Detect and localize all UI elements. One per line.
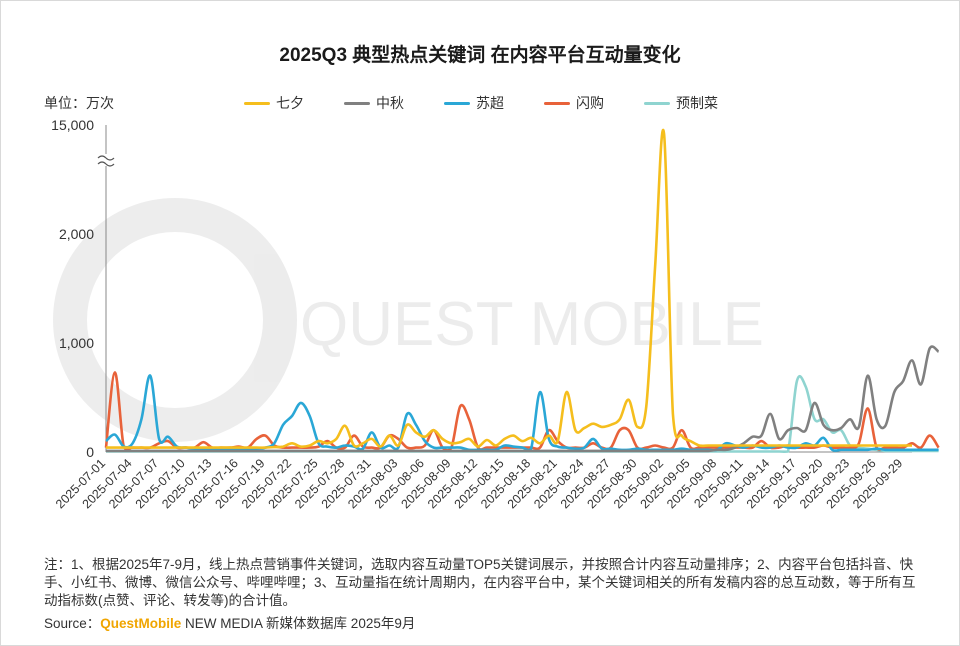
chart-title: 2025Q3 典型热点关键词 在内容平台互动量变化 <box>279 45 681 66</box>
source-rest: NEW MEDIA 新媒体数据库 2025年9月 <box>181 616 416 631</box>
legend-label: 苏超 <box>476 95 504 111</box>
legend-item: 苏超 <box>444 93 544 113</box>
legend-label: 七夕 <box>276 95 304 111</box>
y-tick-label: 2,000 <box>59 226 94 242</box>
legend-label: 预制菜 <box>676 95 718 111</box>
chart-legend: 七夕 中秋 苏超 闪购 预制菜 <box>244 93 744 113</box>
legend-swatch <box>344 101 370 105</box>
legend-item: 中秋 <box>344 93 444 113</box>
legend-label: 闪购 <box>576 95 604 111</box>
legend-swatch <box>444 101 470 105</box>
legend-swatch <box>644 101 670 105</box>
y-tick-label: 1,000 <box>59 335 94 351</box>
watermark-text: QUEST MOBILE <box>300 290 764 359</box>
axis-break-mask <box>98 154 114 166</box>
axis-break-mark <box>97 155 115 167</box>
series-line-七夕 <box>105 128 913 449</box>
chart-source: Source：QuestMobile NEW MEDIA 新媒体数据库 2025… <box>44 612 415 632</box>
legend-label: 中秋 <box>376 95 404 111</box>
legend-swatch <box>244 101 270 105</box>
source-prefix: Source： <box>44 616 101 631</box>
watermark: QUEST MOBILE <box>53 198 764 442</box>
y-unit-label: 单位：万次 <box>44 95 114 111</box>
y-tick-label: 15,000 <box>51 117 94 133</box>
legend-item: 闪购 <box>544 93 644 113</box>
y-tick-label: 0 <box>86 444 94 460</box>
series-line-中秋 <box>106 345 940 453</box>
chart-note: 注：1、根据2025年7-9月，线上热点营销事件关键词，选取内容互动量TOP5关… <box>44 557 916 608</box>
legend-item: 预制菜 <box>644 93 744 113</box>
source-brand: QuestMobile <box>100 616 182 631</box>
legend-swatch <box>544 101 570 105</box>
legend-item: 七夕 <box>244 93 344 113</box>
